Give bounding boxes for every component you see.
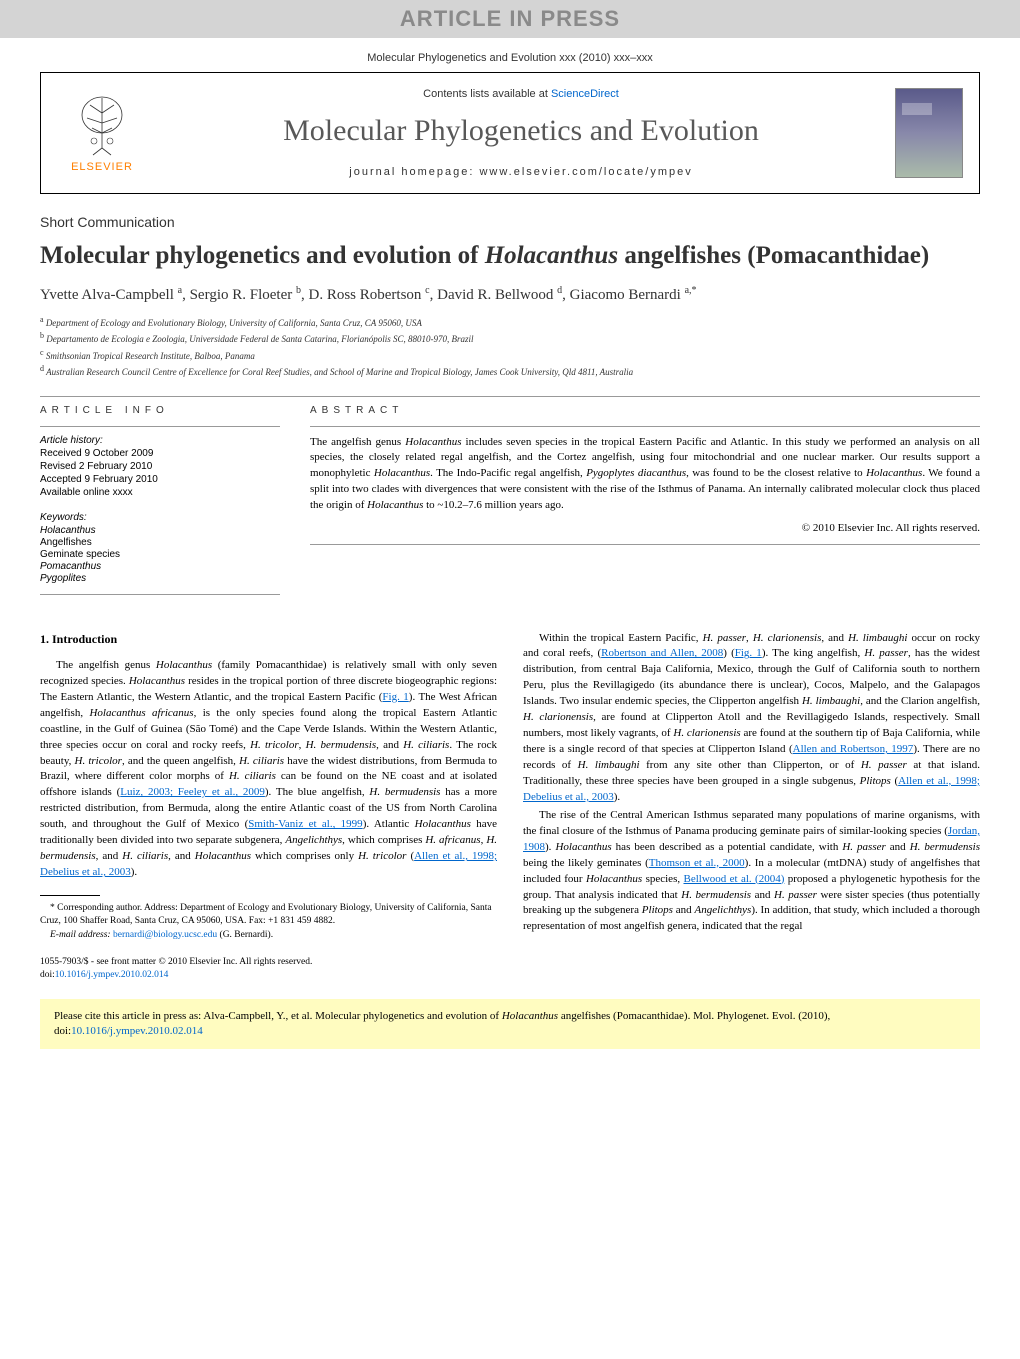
paragraph: Within the tropical Eastern Pacific, H. …	[523, 631, 980, 806]
masthead-center: Contents lists available at ScienceDirec…	[147, 88, 895, 178]
journal-masthead: ELSEVIER Contents lists available at Sci…	[40, 72, 980, 194]
affiliations: a Department of Ecology and Evolutionary…	[40, 314, 980, 380]
elsevier-logo: ELSEVIER	[57, 83, 147, 183]
divider	[310, 544, 980, 545]
citation-pre: Please cite this article in press as: Al…	[54, 1010, 502, 1022]
right-column: Within the tropical Eastern Pacific, H. …	[523, 631, 980, 983]
sciencedirect-link[interactable]: ScienceDirect	[551, 88, 619, 100]
elsevier-label: ELSEVIER	[71, 161, 133, 173]
doi-line: doi:10.1016/j.ympev.2010.02.014	[40, 969, 497, 982]
paragraph: The angelfish genus Holacanthus (family …	[40, 658, 497, 881]
affiliation: a Department of Ecology and Evolutionary…	[40, 314, 980, 331]
article-info-header: ARTICLE INFO	[40, 405, 280, 416]
issn-block: 1055-7903/$ - see front matter © 2010 El…	[40, 956, 497, 983]
corresponding-author-footnote: * Corresponding author. Address: Departm…	[40, 902, 497, 929]
abstract-text: The angelfish genus Holacanthus includes…	[310, 435, 980, 515]
history-label: Article history:	[40, 435, 280, 446]
keyword: Holacanthus	[40, 525, 280, 536]
journal-cover-thumbnail	[895, 88, 963, 178]
divider	[40, 594, 280, 595]
keyword: Geminate species	[40, 549, 280, 560]
copyright: © 2010 Elsevier Inc. All rights reserved…	[310, 522, 980, 534]
title-post: angelfishes (Pomacanthidae)	[618, 242, 929, 269]
divider	[40, 396, 980, 397]
email-label: E-mail address:	[50, 930, 113, 940]
title-genus: Holacanthus	[485, 242, 618, 269]
paragraph: The rise of the Central American Isthmus…	[523, 808, 980, 936]
keyword: Pomacanthus	[40, 561, 280, 572]
abstract-header: ABSTRACT	[310, 405, 980, 416]
citation-genus: Holacanthus	[502, 1010, 558, 1022]
citation-doi-link[interactable]: 10.1016/j.ympev.2010.02.014	[71, 1025, 203, 1037]
journal-homepage: journal homepage: www.elsevier.com/locat…	[147, 166, 895, 178]
journal-title: Molecular Phylogenetics and Evolution	[147, 114, 895, 148]
divider	[40, 426, 280, 427]
info-abstract-row: ARTICLE INFO Article history: Received 9…	[40, 405, 980, 603]
history-item: Received 9 October 2009	[40, 448, 280, 459]
article-title: Molecular phylogenetics and evolution of…	[40, 240, 980, 273]
citation-box: Please cite this article in press as: Al…	[40, 999, 980, 1050]
keywords-label: Keywords:	[40, 512, 280, 523]
history-item: Available online xxxx	[40, 487, 280, 498]
affiliation: c Smithsonian Tropical Research Institut…	[40, 347, 980, 364]
abstract: ABSTRACT The angelfish genus Holacanthus…	[310, 405, 980, 603]
main-content: Short Communication Molecular phylogenet…	[0, 194, 1020, 983]
keyword: Angelfishes	[40, 537, 280, 548]
affiliation: b Departamento de Ecologia e Zoologia, U…	[40, 330, 980, 347]
contents-line: Contents lists available at ScienceDirec…	[147, 88, 895, 100]
email-link[interactable]: bernardi@biology.ucsc.edu	[113, 930, 217, 940]
title-pre: Molecular phylogenetics and evolution of	[40, 242, 485, 269]
affiliation: d Australian Research Council Centre of …	[40, 363, 980, 380]
doi-link[interactable]: 10.1016/j.ympev.2010.02.014	[55, 970, 169, 980]
journal-reference: Molecular Phylogenetics and Evolution xx…	[0, 38, 1020, 72]
article-type: Short Communication	[40, 214, 980, 230]
body-columns: 1. Introduction The angelfish genus Hola…	[40, 631, 980, 983]
authors: Yvette Alva-Campbell a, Sergio R. Floete…	[40, 285, 980, 304]
left-column: 1. Introduction The angelfish genus Hola…	[40, 631, 497, 983]
footnote-separator	[40, 895, 100, 896]
issn-line: 1055-7903/$ - see front matter © 2010 El…	[40, 956, 497, 969]
keyword: Pygoplites	[40, 573, 280, 584]
elsevier-tree-icon	[75, 93, 130, 158]
article-info: ARTICLE INFO Article history: Received 9…	[40, 405, 280, 603]
divider	[310, 426, 980, 427]
contents-prefix: Contents lists available at	[423, 88, 551, 100]
history-item: Revised 2 February 2010	[40, 461, 280, 472]
email-footnote: E-mail address: bernardi@biology.ucsc.ed…	[40, 929, 497, 942]
article-in-press-banner: ARTICLE IN PRESS	[0, 0, 1020, 38]
section-heading: 1. Introduction	[40, 631, 497, 648]
email-suffix: (G. Bernardi).	[217, 930, 273, 940]
banner-text: ARTICLE IN PRESS	[0, 6, 1020, 32]
history-item: Accepted 9 February 2010	[40, 474, 280, 485]
